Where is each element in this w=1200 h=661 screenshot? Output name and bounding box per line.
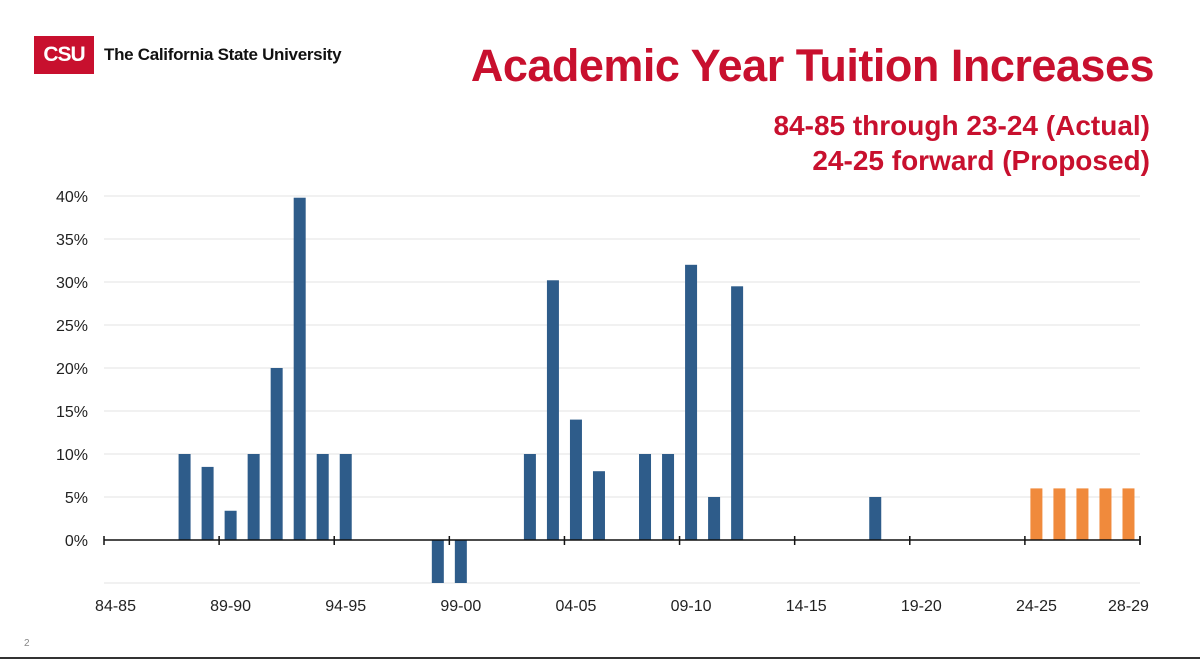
x-tick-label: 14-15 [786,598,827,615]
bar-actual [270,368,283,540]
x-tick-label: 99-00 [440,598,481,615]
bar-proposed [1076,488,1089,540]
y-tick-label: 30% [56,275,88,292]
bar-actual [546,280,559,540]
bar-actual [454,540,467,583]
subtitle-line-proposed: 24-25 forward (Proposed) [812,145,1150,176]
x-tick-label: 84-85 [95,598,136,615]
bar-actual [178,454,191,540]
y-tick-label: 20% [56,361,88,378]
y-tick-label: 10% [56,447,88,464]
bar-proposed [1053,488,1066,540]
bar-actual [224,510,237,540]
bar-actual [247,454,260,540]
x-tick-label: 19-20 [901,598,942,615]
y-tick-label: 15% [56,404,88,421]
y-tick-label: 0% [65,533,88,550]
chart-subtitle: 84-85 through 23-24 (Actual) 24-25 forwa… [773,108,1150,178]
bar-actual [639,454,652,540]
bar-actual [316,454,329,540]
x-tick-label: 09-10 [671,598,712,615]
bar-actual [592,471,605,540]
x-tick-label: 24-25 [1016,598,1057,615]
bar-actual [662,454,675,540]
x-tick-label: 89-90 [210,598,251,615]
chart-title: Academic Year Tuition Increases [470,40,1155,91]
bottom-divider [0,657,1200,659]
bar-actual [685,264,698,540]
bar-actual [869,497,882,540]
bar-proposed [1099,488,1112,540]
csu-logo: CSU The California State University [34,36,342,74]
y-tick-label: 5% [65,490,88,507]
x-tick-label: 28-29 [1108,598,1149,615]
x-tick-label: 94-95 [325,598,366,615]
y-tick-label: 40% [56,189,88,206]
bar-actual [523,454,536,540]
bar-actual [431,540,444,583]
bar-actual [293,197,306,540]
y-tick-label: 25% [56,318,88,335]
page-number: 2 [24,638,30,649]
bar-actual [731,286,744,540]
bar-proposed [1030,488,1043,540]
bar-actual [339,454,352,540]
y-tick-label: 35% [56,232,88,249]
bar-actual [569,419,582,540]
x-tick-label: 04-05 [555,598,596,615]
subtitle-line-actual: 84-85 through 23-24 (Actual) [773,110,1150,141]
university-name: The California State University [104,45,342,64]
bar-proposed [1122,488,1135,540]
bar-actual [201,466,214,540]
csu-logo-mark: CSU [34,36,94,74]
bar-actual [708,497,721,540]
